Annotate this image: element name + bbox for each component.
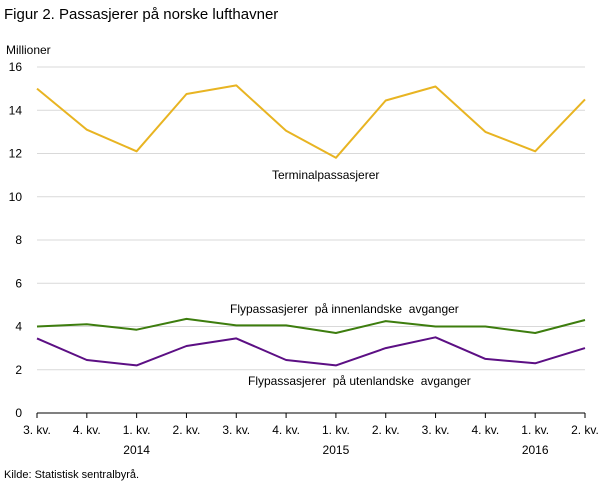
x-tick-label: 1. kv. [123,423,151,437]
chart-title: Figur 2. Passasjerer på norske lufthavne… [4,6,279,23]
x-tick-label: 2. kv. [372,423,400,437]
y-tick-label: 12 [9,147,23,161]
x-tick-label: 4. kv. [272,423,300,437]
x-tick-label: 3. kv. [422,423,450,437]
series-line-0 [36,84,586,159]
x-tick-label: 3. kv. [222,423,250,437]
series-labels: Terminalpassasjerer Flypassasjerer på inn… [230,168,471,388]
series-label-1: Flypassasjerer på innenlandske avganger [230,302,459,316]
series-line-2 [36,336,586,367]
y-tick-labels: 0 2 4 6 8 10 12 14 16 [9,60,23,420]
y-tick-label: 4 [15,320,22,334]
y-tick-label: 14 [9,103,23,117]
grid-lines [37,66,585,414]
x-axis: 3. kv. 4. kv. 1. kv. 2. kv. 3. kv. 4. kv. 1. k… [23,413,599,457]
series-label-0: Terminalpassasjerer [272,168,379,182]
series-label-2: Flypassasjerer på utenlandske avganger [248,374,471,388]
series-lines [36,84,586,367]
y-axis-label: Millioner [6,43,51,57]
source-note: Kilde: Statistisk sentralbyrå. [4,469,140,481]
y-tick-label: 16 [9,60,23,74]
y-tick-label: 6 [15,276,22,290]
series-line-1 [36,317,586,334]
y-tick-label: 8 [15,233,22,247]
x-tick-label: 2. kv. [571,423,599,437]
y-tick-label: 10 [9,190,23,204]
x-tick-label: 1. kv. [322,423,350,437]
x-year-label: 2014 [123,443,150,457]
x-tick-label: 1. kv. [521,423,549,437]
x-tick-label: 4. kv. [73,423,101,437]
y-tick-label: 2 [15,363,22,377]
x-tick-label: 4. kv. [471,423,499,437]
y-tick-label: 0 [15,406,22,420]
x-tick-label: 2. kv. [173,423,201,437]
x-year-label: 2016 [522,443,549,457]
x-year-label: 2015 [323,443,350,457]
x-tick-label: 3. kv. [23,423,51,437]
